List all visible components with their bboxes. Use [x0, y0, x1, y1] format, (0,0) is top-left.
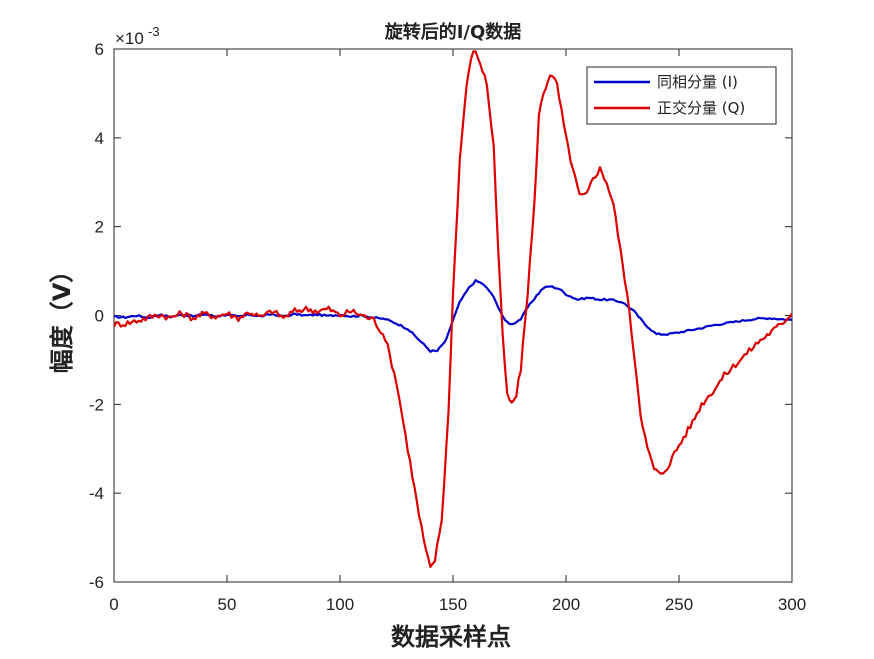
- x-axis-ticks: 0 50 100 150 200 250 300: [109, 49, 806, 614]
- x-tick-label: 200: [552, 595, 580, 614]
- y-tick-label: -4: [89, 484, 104, 503]
- y-tick-label: 0: [95, 307, 104, 326]
- chart-title: 旋转后的I/Q数据: [384, 21, 522, 43]
- y-tick-label: 6: [95, 40, 104, 59]
- y-tick-label: 2: [95, 218, 104, 237]
- y-tick-label: 4: [95, 129, 104, 148]
- legend: 同相分量 (I) 正交分量 (Q): [586, 66, 777, 125]
- y-exponent-power: -3: [148, 24, 160, 39]
- legend-label: 正交分量 (Q): [657, 99, 745, 117]
- legend-label: 同相分量 (I): [657, 73, 738, 91]
- x-tick-label: 250: [665, 595, 693, 614]
- y-axis-title: 幅度（V）: [48, 259, 76, 374]
- x-tick-label: 0: [109, 595, 118, 614]
- x-axis-title: 数据采样点: [391, 623, 511, 651]
- series-line-q: [114, 50, 792, 568]
- legend-box: [586, 66, 777, 125]
- x-tick-label: 50: [218, 595, 237, 614]
- x-tick-label: 300: [778, 595, 806, 614]
- x-tick-label: 150: [439, 595, 467, 614]
- y-tick-label: -6: [89, 573, 104, 592]
- y-exponent-base: ×10: [115, 29, 144, 48]
- y-exponent-label: ×10 -3: [115, 24, 160, 48]
- x-tick-label: 100: [326, 595, 354, 614]
- y-axis-ticks: -6 -4 -2 0 2 4 6: [89, 40, 792, 592]
- series-layer: [114, 50, 792, 568]
- y-tick-label: -2: [89, 395, 104, 414]
